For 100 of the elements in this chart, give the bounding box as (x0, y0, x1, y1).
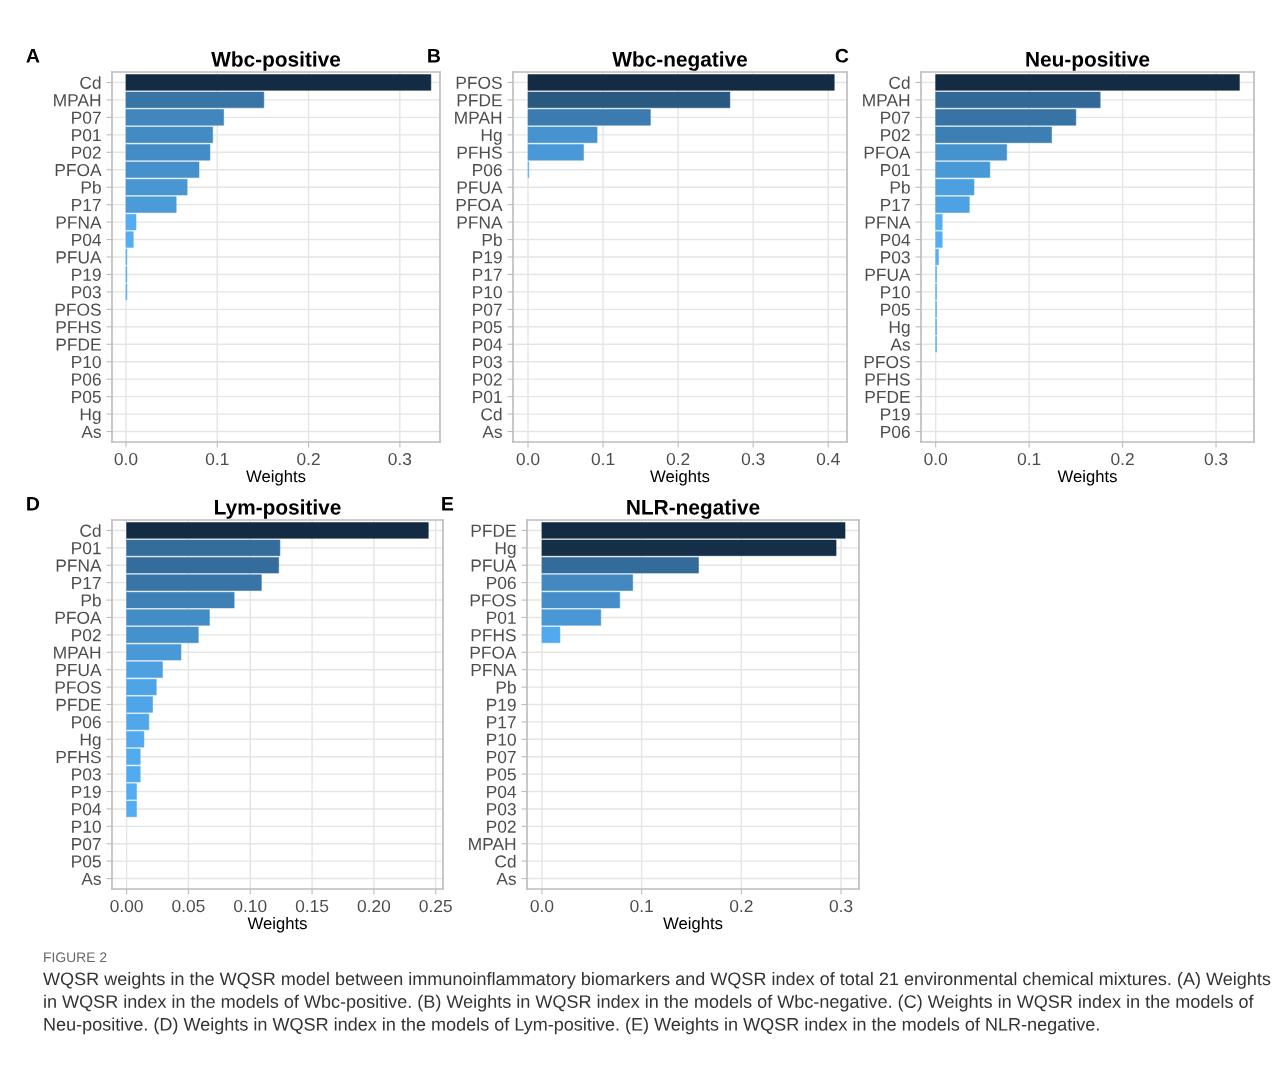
y-tick-label: P01 (881, 163, 910, 177)
y-tick-label: PFHS (471, 629, 516, 642)
x-axis-title: Weights (247, 916, 307, 933)
x-tick-label: 0.3 (741, 452, 765, 466)
chart-title: Wbc-positive (211, 51, 341, 71)
x-tick-label: 0.3 (1204, 452, 1228, 466)
y-tick-label: PFOA (55, 611, 102, 624)
x-axis-title: Weights (650, 469, 710, 486)
y-tick-label: P17 (473, 268, 502, 281)
y-tick-label: P10 (881, 286, 910, 299)
y-tick-label: Hg (495, 542, 516, 558)
y-tick-label: P19 (487, 698, 516, 711)
y-tick-label: P19 (72, 268, 101, 281)
y-tick-label: As (890, 338, 910, 351)
y-tick-label: PFDE (457, 94, 502, 107)
y-tick-label: PFNA (471, 664, 517, 676)
y-tick-label: PFUA (865, 268, 911, 281)
y-tick-label: PFDE (56, 698, 101, 711)
x-tick-label: 0.1 (1017, 452, 1041, 466)
y-tick-label: Pb (81, 180, 101, 194)
bar (527, 74, 835, 91)
y-tick-label: P01 (487, 611, 516, 624)
y-tick-label: P05 (473, 320, 502, 334)
x-tick-label: 0.1 (630, 899, 653, 913)
y-tick-label: PFOS (470, 594, 516, 607)
y-tick-label: P02 (881, 129, 910, 142)
y-tick-label: P02 (72, 146, 101, 159)
y-tick-label: P03 (72, 768, 101, 781)
y-tick-label: PFNA (865, 216, 911, 229)
y-tick-label: P19 (473, 251, 502, 264)
chart-title: Neu-positive (1026, 51, 1150, 71)
bar (935, 91, 1101, 109)
caption: FIGURE 2 (44, 952, 107, 963)
y-tick-label: PFDE (471, 524, 516, 537)
y-tick-label: P06 (72, 373, 101, 386)
y-tick-label: PFOA (470, 646, 517, 659)
y-tick-label: P10 (473, 286, 502, 299)
bar (125, 91, 265, 109)
y-tick-label: P17 (72, 577, 101, 589)
y-tick-label: PFUA (56, 251, 102, 264)
y-tick-label: MPAH (54, 94, 101, 107)
chart-title: Lym-positive (215, 499, 341, 519)
y-tick-label: P05 (487, 768, 516, 781)
y-tick-label: PFUA (457, 181, 503, 194)
bar (527, 109, 651, 126)
y-tick-label: PFHS (56, 750, 101, 764)
y-tick-label: P05 (72, 855, 101, 868)
y-tick-label: P03 (881, 251, 910, 264)
y-tick-label: PFHS (56, 320, 101, 334)
x-tick-label: 0.05 (172, 899, 205, 913)
y-tick-label: P01 (72, 542, 101, 555)
y-tick-label: P04 (72, 803, 102, 816)
text: D (27, 497, 40, 511)
y-tick-label: Hg (889, 321, 910, 337)
y-tick-label: MPAH (863, 94, 910, 107)
chart-title: NLR-negative (627, 499, 760, 519)
y-tick-label: Pb (482, 233, 502, 247)
y-tick-label: PFHS (865, 373, 910, 386)
y-tick-label: P03 (72, 286, 101, 299)
y-tick-label: MPAH (469, 838, 516, 851)
y-tick-label: P19 (881, 408, 910, 421)
bar (126, 522, 429, 539)
x-tick-label: 0.1 (205, 452, 229, 466)
bar (935, 109, 1077, 126)
text: B (428, 49, 441, 63)
y-tick-label: PFOS (55, 303, 101, 316)
text: A (26, 49, 40, 63)
y-tick-label: PFOA (55, 163, 102, 177)
y-tick-label: PFHS (457, 146, 502, 159)
y-tick-label: P07 (473, 303, 502, 316)
y-tick-label: P06 (72, 716, 101, 729)
y-tick-label: As (496, 872, 516, 886)
x-tick-label: 0.10 (234, 899, 267, 913)
y-tick-label: P17 (487, 716, 516, 729)
y-tick-label: Cd (80, 76, 101, 89)
y-tick-label: P07 (72, 837, 101, 851)
y-tick-label: Hg (80, 733, 101, 750)
x-tick-label: 0.00 (110, 899, 143, 913)
y-tick-label: P02 (473, 373, 502, 386)
bar (935, 126, 1052, 143)
y-tick-label: PFOS (456, 76, 502, 89)
y-tick-label: P06 (881, 425, 910, 438)
x-tick-label: 0.3 (829, 899, 853, 913)
y-tick-label: P04 (487, 785, 517, 798)
bar (541, 626, 561, 643)
y-tick-label: PFUA (56, 664, 102, 677)
y-tick-label: PFUA (471, 559, 517, 572)
x-tick-label: 0.20 (357, 899, 391, 913)
y-tick-label: Hg (481, 129, 502, 145)
y-tick-label: P19 (72, 785, 101, 798)
y-tick-label: Cd (80, 524, 101, 537)
x-tick-label: 0.2 (1111, 452, 1134, 466)
y-tick-label: P07 (487, 750, 516, 764)
y-tick-label: PFNA (457, 216, 503, 229)
text: E (442, 497, 454, 511)
bar (126, 591, 235, 609)
y-tick-label: Pb (496, 680, 516, 694)
x-tick-label: 0.0 (924, 452, 948, 466)
y-tick-label: P01 (72, 129, 101, 142)
y-tick-label: As (81, 872, 101, 886)
